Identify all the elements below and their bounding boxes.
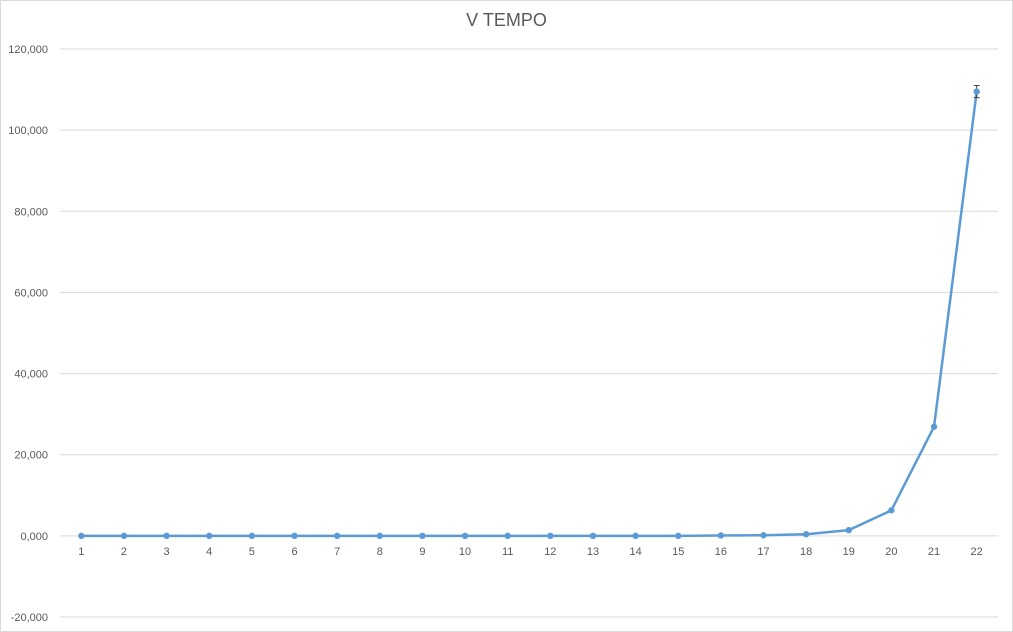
x-tick-label: 20 [885,546,897,558]
x-tick-label: 22 [971,546,983,558]
data-point [78,532,85,540]
data-point [973,88,980,95]
x-tick-label: 10 [459,546,471,558]
x-tick-label: 15 [672,546,684,558]
x-tick-label: 4 [206,546,212,558]
data-point [120,532,128,540]
x-tick-label: 12 [544,546,556,558]
data-point [248,532,256,540]
x-tick-label: 5 [249,546,255,558]
y-tick-label: 40,000 [14,369,48,381]
chart-title: V TEMPO [466,10,547,30]
x-tick-label: 21 [928,546,940,558]
data-point [930,423,938,430]
y-tick-label: 20,000 [14,450,48,462]
y-tick-label: 60,000 [14,287,48,299]
x-tick-label: 19 [843,546,855,558]
gridlines [60,48,998,618]
y-axis-tick-labels: -20,000 0,000 20,000 40,000 60,000 80,000 100,… [8,44,48,624]
x-tick-label: 6 [291,546,297,558]
x-tick-label: 7 [334,546,340,558]
y-tick-label: -20,000 [11,612,48,624]
data-point [291,532,298,540]
data-point [888,507,895,514]
x-tick-label: 13 [587,546,599,558]
series-line [81,91,978,538]
x-axis-tick-labels: 1 2 3 4 5 6 7 8 9 10 11 12 13 14 15 16 17 18 19 20 21 22 [78,546,983,558]
x-tick-label: 9 [419,546,425,558]
data-point [845,526,852,534]
data-point [206,532,213,540]
data-point [675,532,682,540]
data-point [419,532,426,540]
data-point [760,532,767,539]
series-group [78,85,980,540]
x-tick-label: 16 [715,546,727,558]
y-tick-label: 80,000 [14,206,48,218]
data-point [333,532,341,540]
x-tick-label: 17 [757,546,769,558]
data-point [547,532,554,540]
x-tick-label: 14 [629,546,641,558]
data-point [461,532,469,540]
data-point [717,532,725,539]
x-tick-label: 18 [800,546,812,558]
y-tick-label: 0,000 [20,531,48,543]
y-tick-label: 120,000 [8,44,48,56]
x-tick-label: 8 [377,546,383,558]
data-point [376,532,383,540]
data-point [589,532,597,540]
data-point [802,531,810,538]
x-tick-label: 2 [121,546,127,558]
data-point [163,532,170,540]
x-tick-label: 1 [78,546,84,558]
x-tick-label: 11 [502,546,513,558]
x-tick-label: 3 [164,546,170,558]
data-point [504,532,511,540]
y-tick-label: 100,000 [8,125,48,137]
data-point [632,532,639,540]
